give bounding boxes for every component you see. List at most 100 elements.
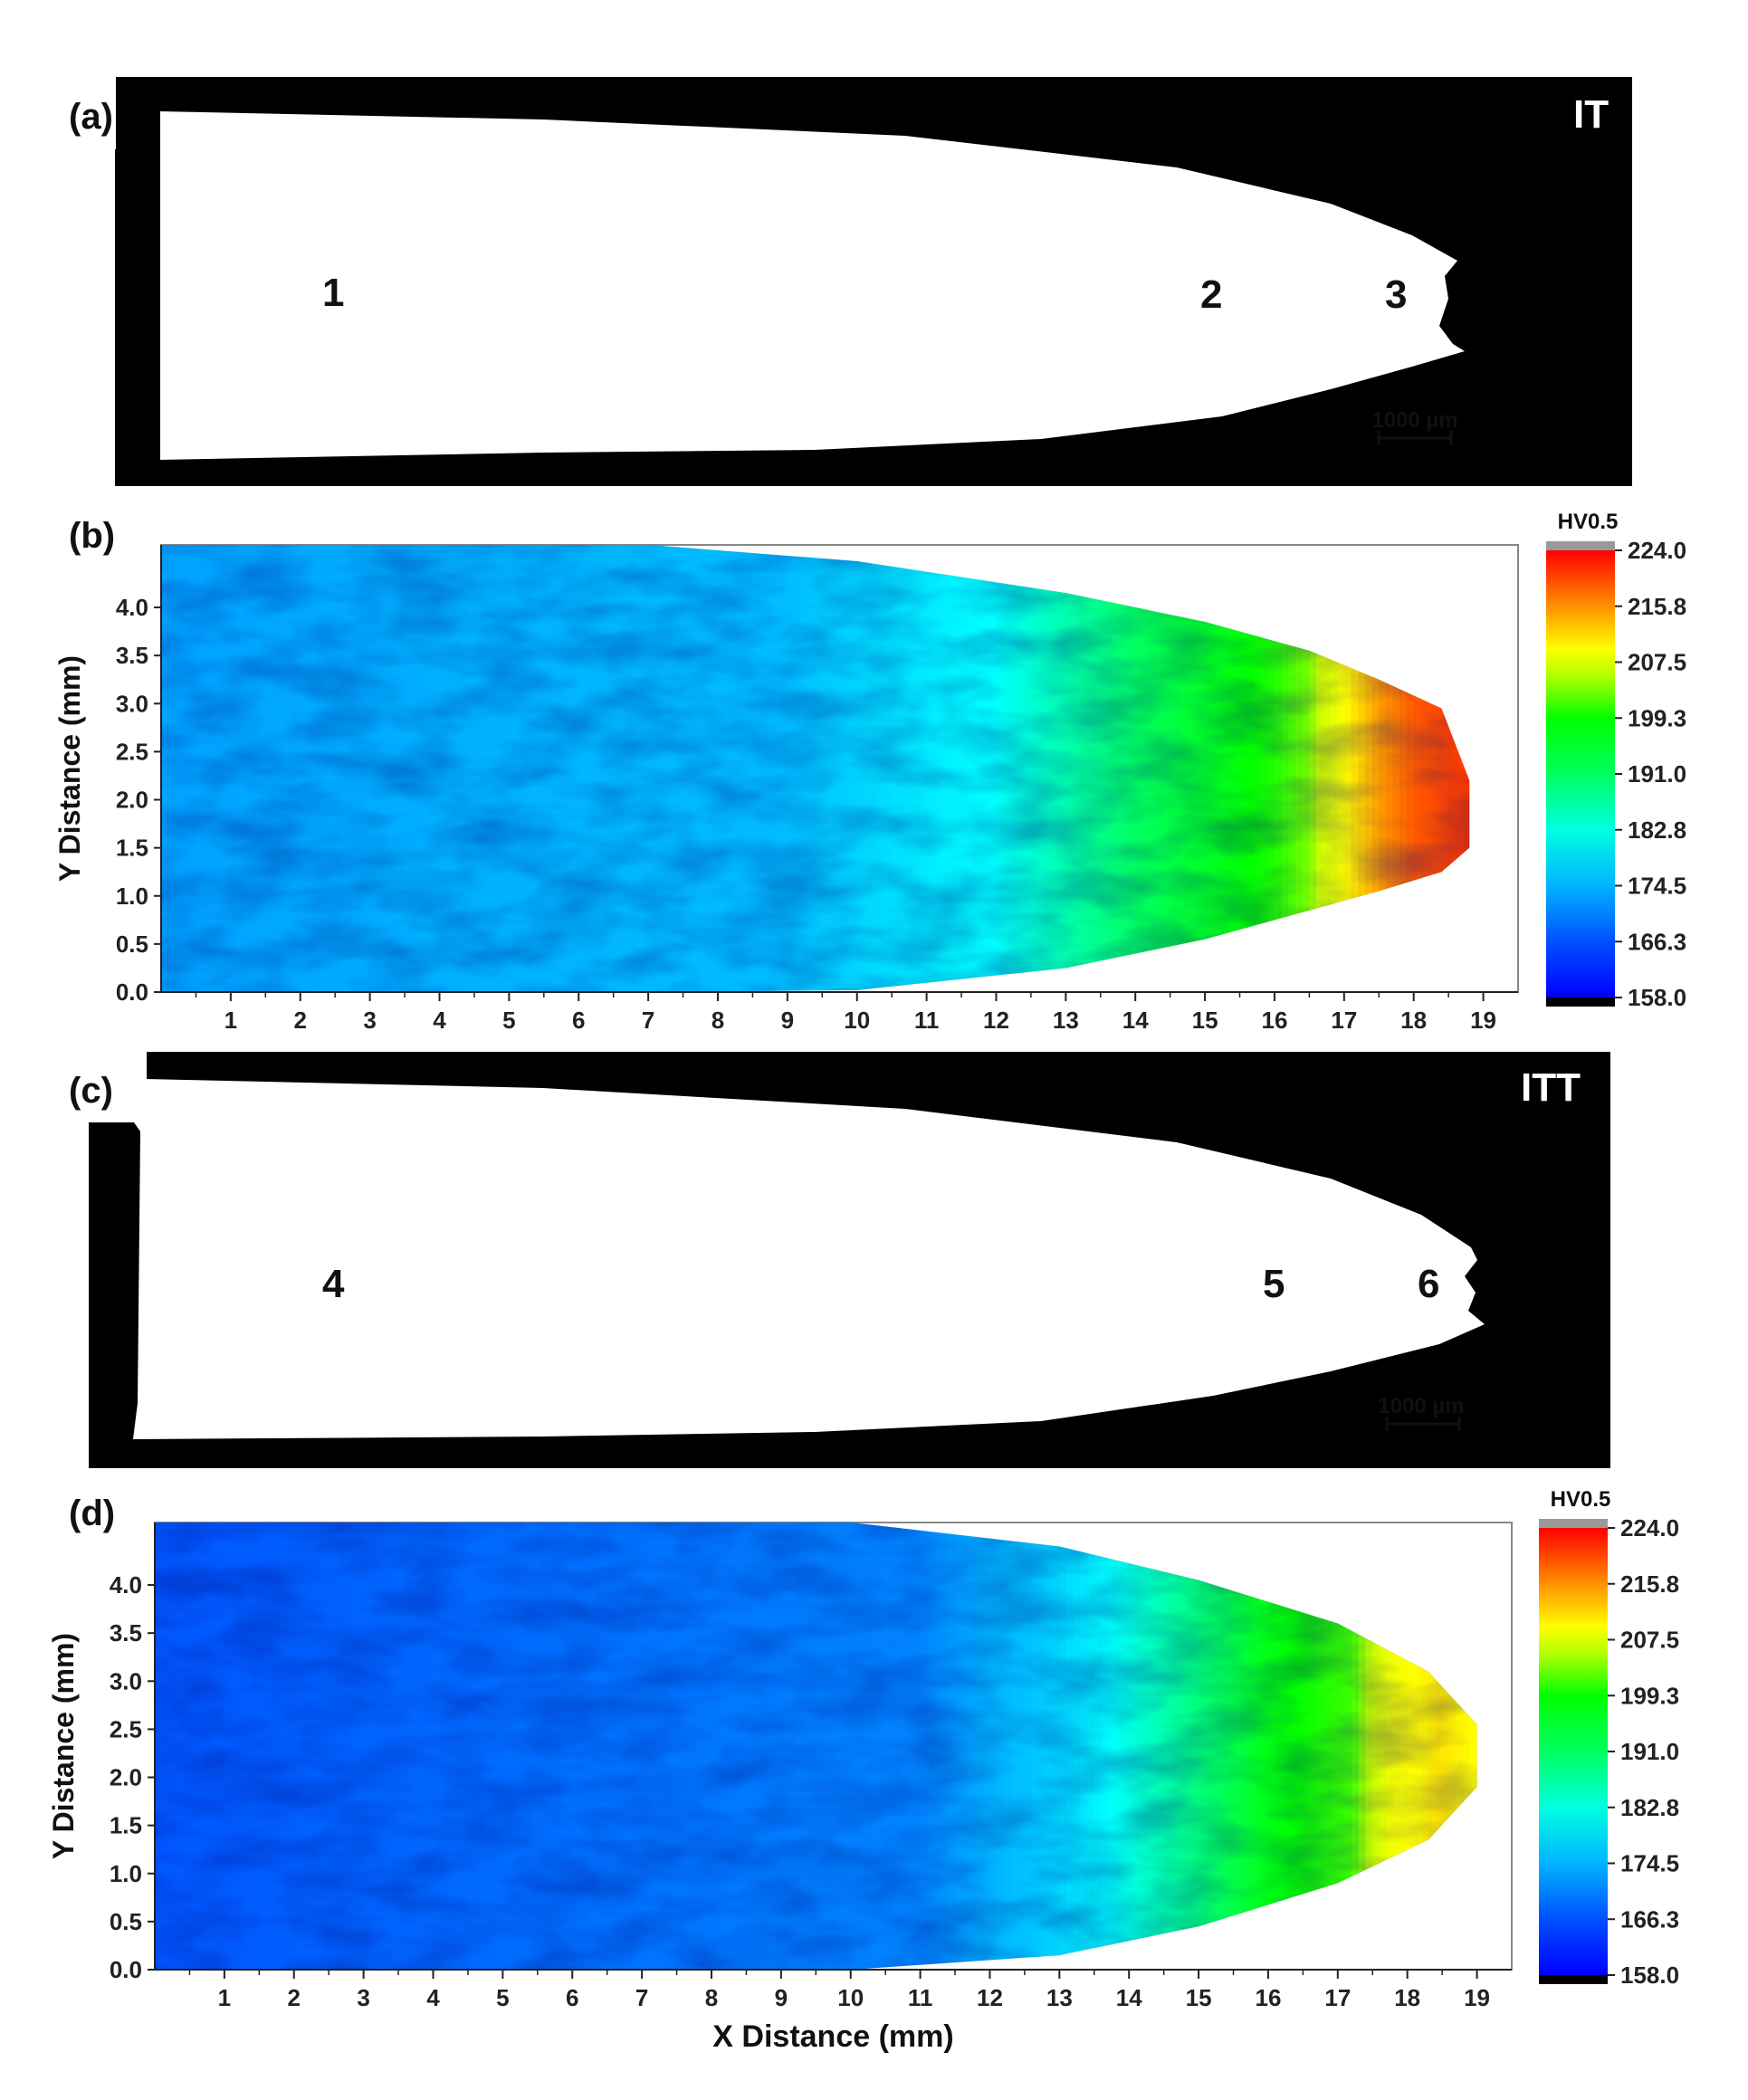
colorbar-tick-label: 215.8 [1620, 1570, 1679, 1598]
y-tick-label: 3.0 [116, 690, 148, 717]
x-tick-label: 10 [837, 1984, 864, 2011]
marker-5: 5 [1263, 1262, 1285, 1306]
specimen-outline [160, 544, 1470, 993]
colorbar-tick-label: 191.0 [1628, 760, 1686, 788]
x-tick-label: 6 [566, 1984, 578, 2011]
x-tick-label: 19 [1470, 1007, 1496, 1034]
marker-2: 2 [1200, 272, 1222, 317]
colorbar-tick-label: 191.0 [1620, 1738, 1679, 1765]
x-tick-label: 15 [1186, 1984, 1212, 2011]
colorbar-tick-label: 166.3 [1628, 928, 1686, 955]
hardness-field [155, 1522, 1477, 1970]
y-tick-label: 2.5 [110, 1715, 142, 1742]
x-tick-label: 8 [705, 1984, 718, 2011]
x-axis-label: X Distance (mm) [712, 2019, 953, 2054]
colorbar-tick-label: 207.5 [1628, 649, 1686, 676]
specimen-a [160, 111, 1465, 460]
hardness-map-b: 1 2 3 4 5 6 7 8 9 10 11 12 13 14 15 16 17 18 190.00.51.01.… [53, 510, 1686, 1034]
label-box-a [34, 77, 116, 149]
scale-bar-label-a: 1000 µm [1371, 408, 1457, 433]
y-tick-label: 2.0 [116, 787, 148, 814]
y-tick-label: 2.0 [110, 1764, 142, 1791]
y-tick-label: 4.0 [110, 1571, 142, 1599]
colorbar-gradient [1546, 550, 1615, 998]
x-tick-label: 17 [1324, 1984, 1351, 2011]
colorbar-tick-label: 224.0 [1628, 537, 1686, 564]
x-tick-label: 16 [1255, 1984, 1281, 2011]
scale-bar-label-c: 1000 µm [1378, 1394, 1464, 1418]
hardness-map-d: 1 2 3 4 5 6 7 8 9 10 11 12 13 14 15 16 17 18 190.00.51.01.… [47, 1487, 1679, 2054]
colorbar-over [1539, 1519, 1608, 1530]
colorbar-tick-label: 199.3 [1620, 1682, 1679, 1709]
y-tick-label: 1.0 [116, 883, 148, 910]
colorbar-tick-label: 215.8 [1628, 593, 1686, 620]
panel-letter-a: (a) [69, 97, 113, 137]
panel-tag-itt: ITT [1521, 1065, 1581, 1110]
x-tick-label: 13 [1053, 1007, 1079, 1034]
x-tick-label: 7 [635, 1984, 648, 2011]
x-tick-label: 9 [775, 1984, 788, 2011]
x-axis: 1 2 3 4 5 6 7 8 9 10 11 12 13 14 15 16 17 18 19 [155, 1969, 1512, 2011]
x-tick-label: 9 [781, 1007, 794, 1034]
colorbar-under [1546, 998, 1615, 1007]
y-tick-label: 2.5 [116, 738, 148, 765]
colorbar-tick-label: 224.0 [1620, 1514, 1679, 1542]
x-tick-label: 3 [363, 1007, 376, 1034]
scale-bar-a [1377, 431, 1453, 445]
x-tick-label: 4 [426, 1984, 440, 2011]
x-tick-label: 3 [357, 1984, 369, 2011]
panel-tag-it: IT [1573, 92, 1609, 137]
y-axis: 0.0 0.5 1.0 1.5 2.0 2.5 3.0 3.5 4.0 [110, 1522, 156, 1983]
y-tick-label: 0.0 [116, 978, 148, 1006]
panel-a: (a) IT 1 2 3 1000 µm [34, 77, 1632, 486]
x-tick-label: 7 [642, 1007, 654, 1034]
y-tick-label: 3.5 [110, 1619, 142, 1647]
colorbar-gradient [1539, 1528, 1608, 1975]
x-tick-label: 11 [908, 1984, 933, 2011]
x-tick-label: 10 [844, 1007, 870, 1034]
x-tick-label: 13 [1046, 1984, 1073, 2011]
panel-letter: (b) [69, 516, 115, 556]
x-tick-label: 2 [288, 1984, 301, 2011]
marker-1: 1 [322, 271, 344, 315]
x-tick-label: 16 [1261, 1007, 1287, 1034]
marker-3: 3 [1385, 272, 1407, 317]
x-tick-label: 17 [1331, 1007, 1357, 1034]
x-tick-label: 5 [502, 1007, 515, 1034]
x-tick-label: 15 [1192, 1007, 1218, 1034]
colorbar-tick-label: 166.3 [1620, 1905, 1679, 1933]
x-tick-label: 2 [294, 1007, 307, 1034]
scale-bar-c [1385, 1417, 1461, 1431]
colorbar: HV0.5 224.0 215.8 207.5 199.3 191.0 182.8 174.5… [1539, 1487, 1679, 1989]
panel-letter-c: (c) [69, 1071, 113, 1111]
marker-6: 6 [1418, 1262, 1439, 1306]
x-tick-label: 14 [1116, 1984, 1142, 2011]
x-tick-label: 14 [1122, 1007, 1149, 1034]
y-axis: 0.0 0.5 1.0 1.5 2.0 2.5 3.0 3.5 4.0 [116, 545, 162, 1006]
y-tick-label: 1.5 [110, 1812, 142, 1839]
x-tick-label: 6 [572, 1007, 585, 1034]
colorbar-tick-label: 158.0 [1620, 1962, 1679, 1989]
colorbar-tick-label: 207.5 [1620, 1627, 1679, 1654]
x-tick-label: 1 [218, 1984, 231, 2011]
y-tick-label: 3.5 [116, 642, 148, 669]
colorbar-tick-label: 182.8 [1628, 816, 1686, 844]
y-axis-label: Y Distance (mm) [53, 655, 86, 882]
x-tick-label: 8 [712, 1007, 724, 1034]
colorbar: HV0.5 224.0 215.8 207.5 199.3 191.0 182.8 174.5… [1546, 510, 1686, 1011]
y-tick-label: 0.5 [116, 931, 148, 958]
y-tick-label: 1.5 [116, 835, 148, 862]
colorbar-tick-label: 158.0 [1628, 984, 1686, 1011]
panel-c: (c) ITT 4 5 6 1000 µm [69, 1052, 1610, 1468]
x-tick-label: 18 [1394, 1984, 1420, 2011]
x-axis: 1 2 3 4 5 6 7 8 9 10 11 12 13 14 15 16 17 18 19 [161, 991, 1518, 1034]
colorbar-tick-label: 199.3 [1628, 704, 1686, 731]
colorbar-title: HV0.5 [1551, 1487, 1611, 1512]
x-tick-label: 11 [914, 1007, 940, 1034]
colorbar-over [1546, 541, 1615, 552]
colorbar-under [1539, 1975, 1608, 1984]
y-tick-label: 3.0 [110, 1667, 142, 1694]
x-tick-label: 5 [496, 1984, 509, 2011]
colorbar-tick-label: 174.5 [1628, 873, 1686, 900]
